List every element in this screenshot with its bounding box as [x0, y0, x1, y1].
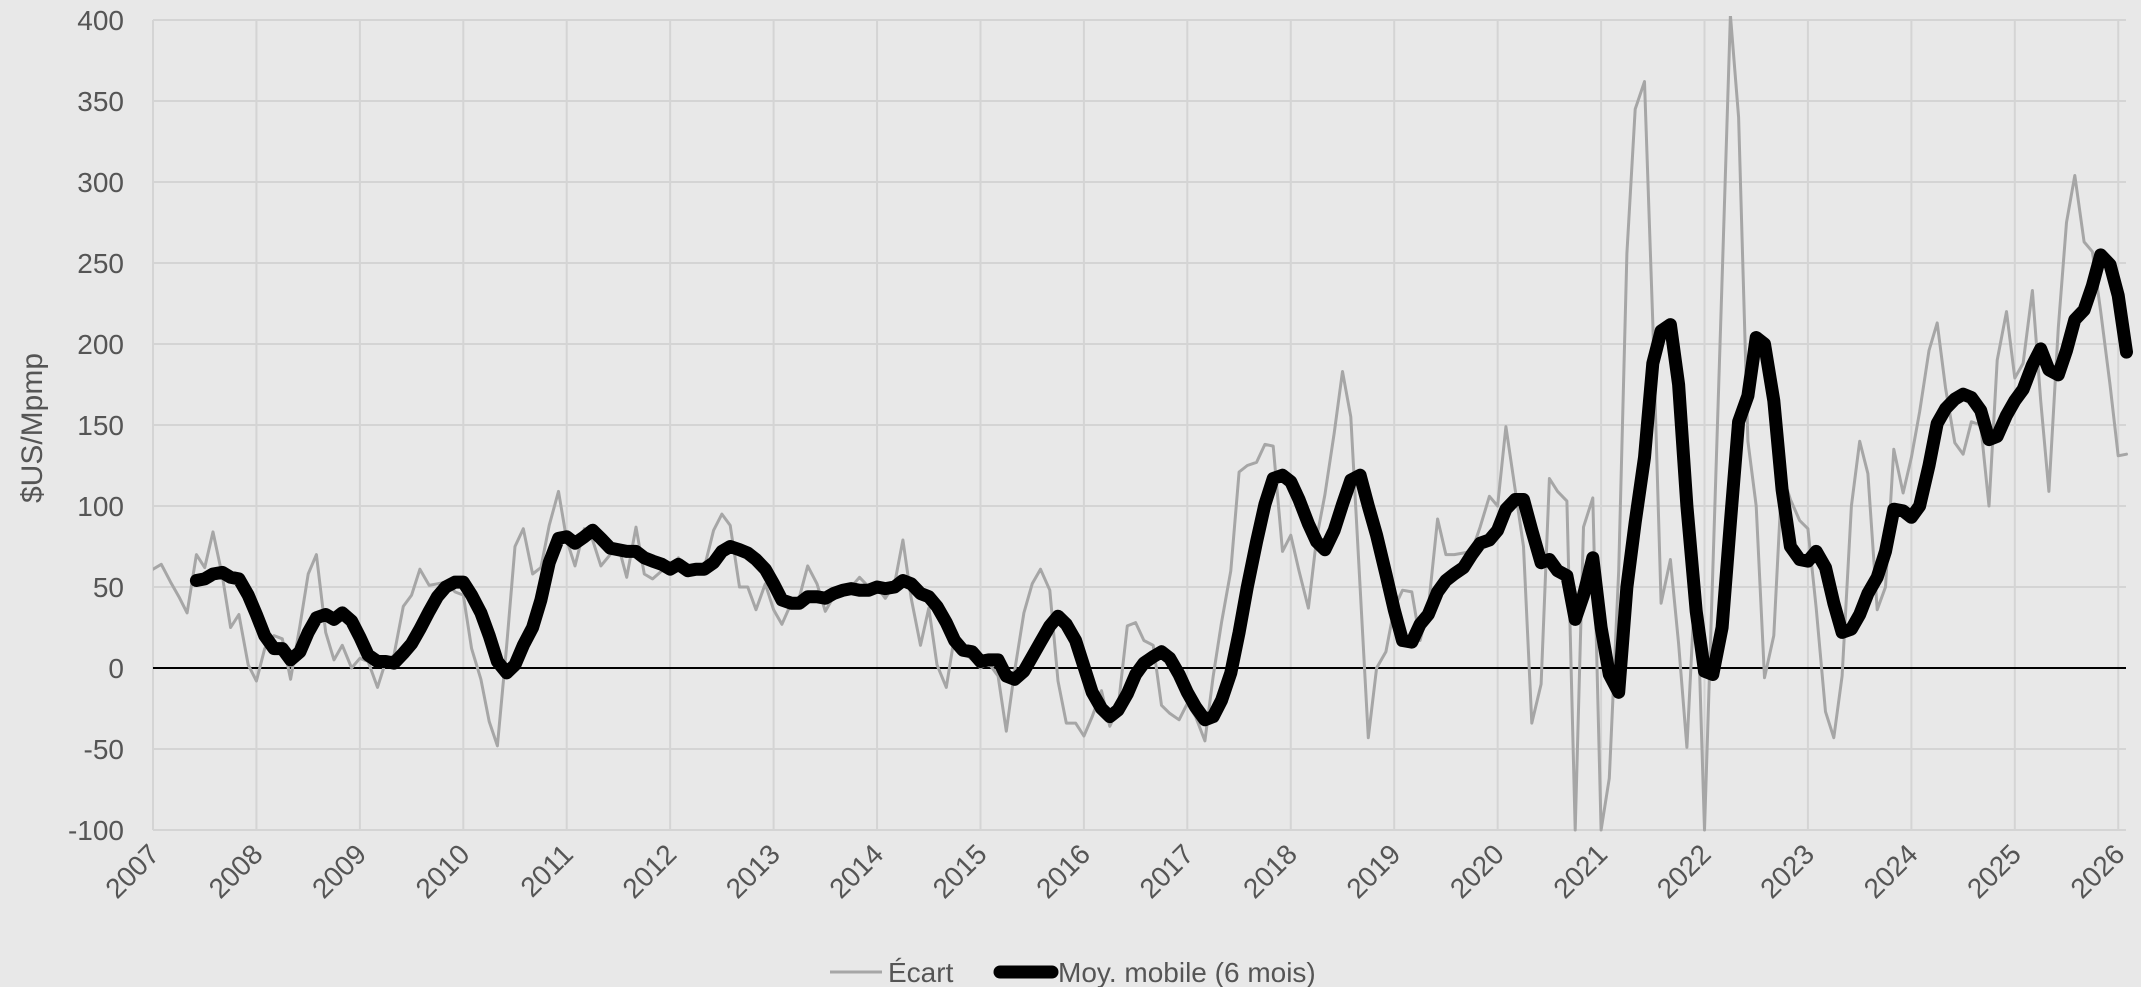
gridlines	[152, 19, 2126, 831]
y-tick-label: 400	[77, 5, 124, 36]
y-axis-tick-labels: 400 350 300 250 200 150 100 50 0 -50 -100	[68, 5, 124, 846]
y-tick-label: 200	[77, 329, 124, 360]
y-tick-label: 150	[77, 410, 124, 441]
series-line-moving-average	[189, 248, 2133, 727]
y-tick-label: 250	[77, 248, 124, 279]
y-tick-label: 0	[108, 653, 124, 684]
y-axis-label: $US/Mpmp	[16, 353, 49, 503]
series-lines	[153, 16, 2133, 832]
legend-label-ecart: Écart	[888, 957, 954, 987]
y-tick-label: 300	[77, 167, 124, 198]
legend-label-moving-average: Moy. mobile (6 mois)	[1058, 957, 1316, 987]
y-tick-label: 350	[77, 86, 124, 117]
y-tick-label: -50	[84, 734, 124, 765]
legend: Écart Moy. mobile (6 mois)	[830, 957, 1316, 987]
y-tick-label: 100	[77, 491, 124, 522]
series-line-ecart	[153, 16, 2128, 832]
y-tick-label: 50	[93, 572, 124, 603]
y-tick-label: -100	[68, 815, 124, 846]
